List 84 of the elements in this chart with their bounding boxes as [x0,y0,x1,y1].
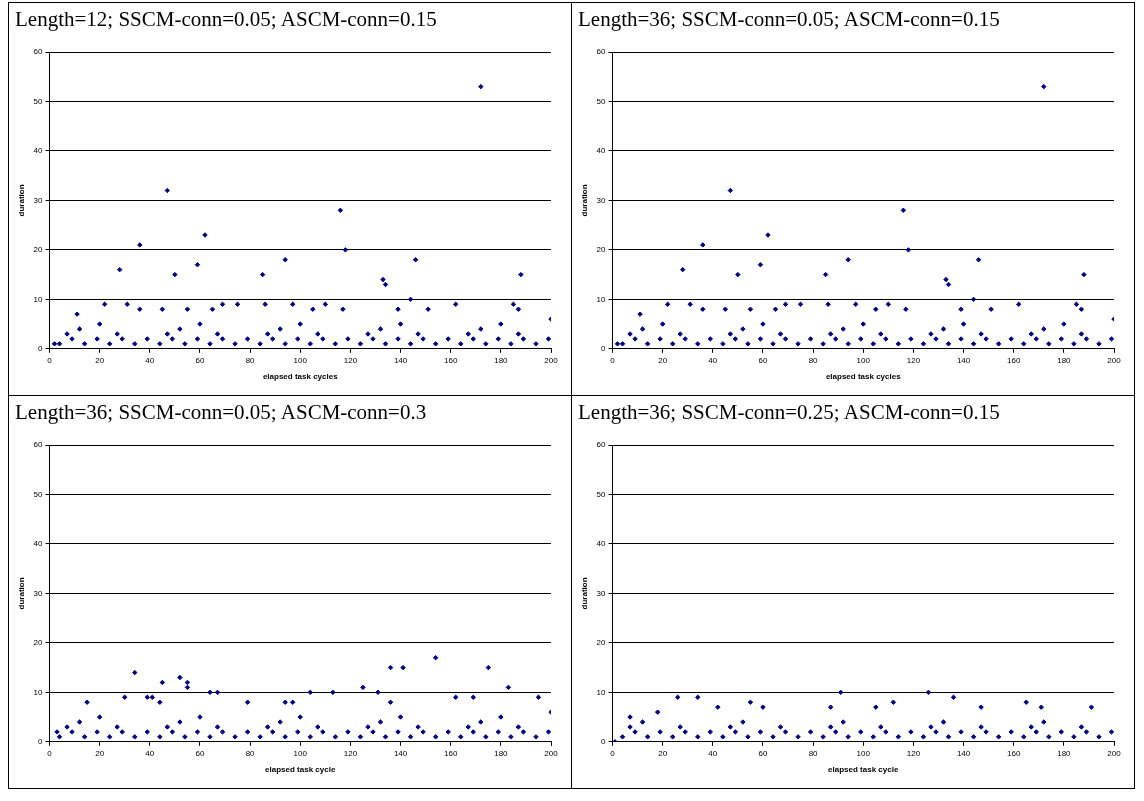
x-tick-label: 100 [293,355,308,365]
x-tick-label: 180 [1057,355,1072,365]
y-tick-label: 60 [33,47,44,57]
x-tick-label: 60 [195,355,205,365]
y-tick-label: 20 [596,245,607,255]
x-tick-label: 200 [544,355,559,365]
chart-title: Length=36; SSCM-conn=0.05; ASCM-conn=0.15 [577,6,1001,33]
x-tick-label: 200 [544,748,559,758]
x-tick-label: 160 [1007,355,1021,365]
y-tick-label: 50 [33,489,44,499]
y-tick-label: 10 [596,294,607,304]
y-tick-label: 20 [33,638,44,648]
x-tick-label: 80 [245,748,256,758]
x-tick-label: 0 [47,355,53,365]
x-tick-label: 160 [444,355,458,365]
x-tick-label: 180 [494,748,509,758]
y-tick-label: 40 [596,146,607,156]
x-tick-label: 20 [95,355,105,365]
x-tick-label: 160 [1007,748,1021,758]
x-tick-label: 40 [708,355,718,365]
y-tick-label: 60 [596,47,607,57]
y-axis-title: duration [580,577,589,610]
x-tick-label: 200 [1107,355,1122,365]
y-axis-title: duration [580,184,589,217]
x-tick-label: 120 [343,355,358,365]
y-tick-label: 60 [33,440,44,450]
x-tick-label: 180 [1057,748,1072,758]
y-tick-label: 50 [596,489,607,499]
x-tick-label: 120 [343,748,358,758]
x-tick-label: 180 [494,355,509,365]
y-tick-label: 10 [33,687,44,697]
y-tick-label: 20 [596,638,607,648]
x-tick-label: 100 [856,748,871,758]
x-axis-title: elapsed task cycle [265,765,336,775]
y-axis-title: duration [17,577,26,610]
y-axis-title: duration [17,184,26,217]
x-tick-label: 40 [145,355,155,365]
x-tick-label: 80 [808,748,819,758]
x-tick-label: 100 [856,355,871,365]
y-tick-label: 40 [33,146,44,156]
x-tick-label: 40 [145,748,155,758]
x-tick-label: 20 [95,748,105,758]
y-tick-label: 30 [33,588,44,598]
x-tick-label: 140 [956,355,971,365]
y-tick-label: 0 [38,737,44,746]
chart-title: Length=36; SSCM-conn=0.05; ASCM-conn=0.3 [14,399,428,426]
x-tick-label: 0 [610,748,616,758]
x-tick-label: 120 [906,748,921,758]
x-tick-label: 0 [47,748,53,758]
x-tick-label: 60 [758,355,768,365]
x-tick-label: 140 [393,355,408,365]
x-axis-title: elapsed task cycle [828,765,899,775]
x-tick-label: 20 [658,355,668,365]
x-tick-label: 20 [658,748,668,758]
y-tick-label: 30 [596,588,607,598]
y-tick-label: 40 [596,539,607,549]
y-tick-label: 40 [33,539,44,549]
x-tick-label: 120 [906,355,921,365]
y-tick-label: 20 [33,245,44,255]
x-tick-label: 140 [393,748,408,758]
x-tick-label: 200 [1107,748,1122,758]
y-tick-label: 50 [33,96,44,106]
x-tick-label: 160 [444,748,458,758]
y-tick-label: 30 [33,195,44,205]
y-tick-label: 10 [33,294,44,304]
y-tick-label: 0 [38,344,44,353]
x-tick-label: 100 [293,748,308,758]
chart-title: Length=12; SSCM-conn=0.05; ASCM-conn=0.15 [14,6,438,33]
y-tick-label: 10 [596,687,607,697]
x-tick-label: 40 [708,748,718,758]
y-tick-label: 50 [596,96,607,106]
x-axis-title: elapsed task cycles [262,372,339,382]
chart-title: Length=36; SSCM-conn=0.25; ASCM-conn=0.15 [577,399,1001,426]
x-tick-label: 60 [758,748,768,758]
x-axis-title: elapsed task cycles [825,372,902,382]
x-tick-label: 80 [808,355,819,365]
x-tick-label: 140 [956,748,971,758]
y-tick-label: 0 [601,737,607,746]
y-tick-label: 60 [596,440,607,450]
x-tick-label: 80 [245,355,256,365]
y-tick-label: 0 [601,344,607,353]
y-tick-label: 30 [596,195,607,205]
x-tick-label: 0 [610,355,616,365]
x-tick-label: 60 [195,748,205,758]
